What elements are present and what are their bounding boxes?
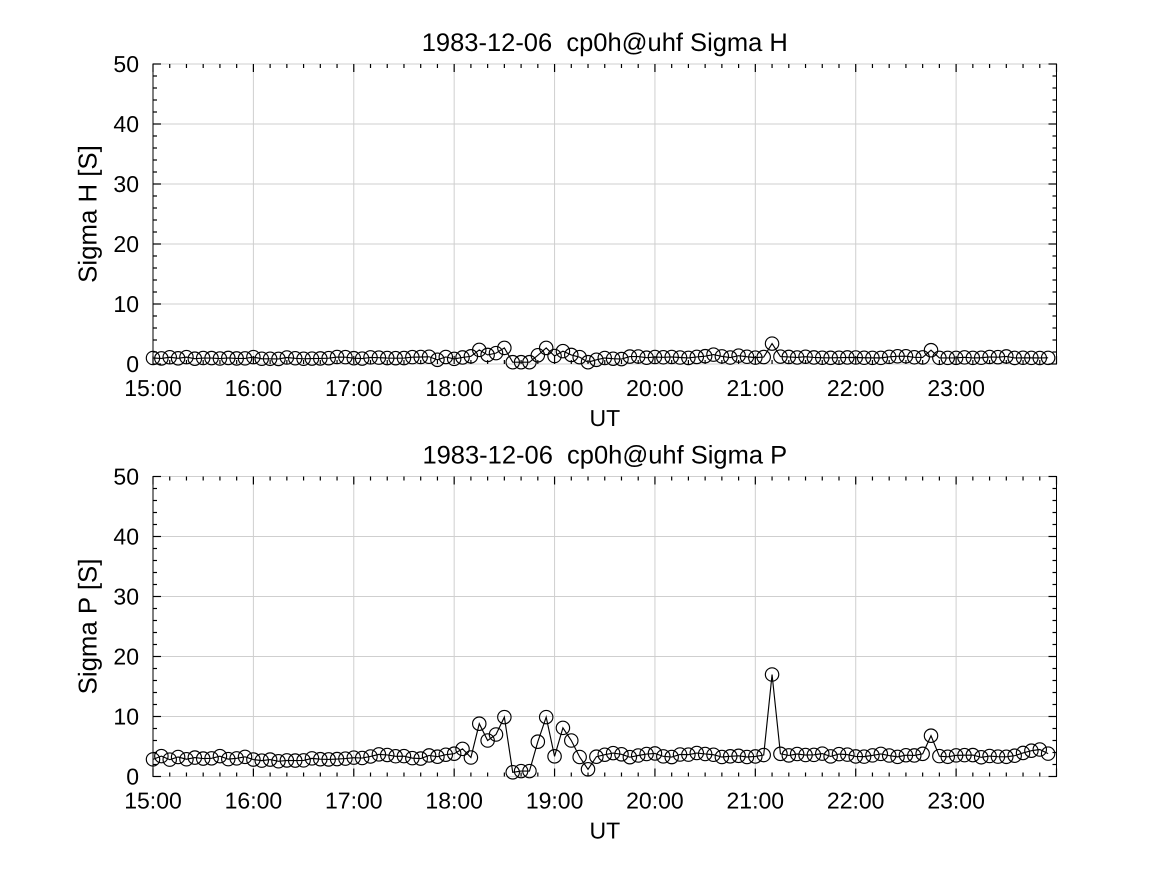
svg-text:0: 0 [126,764,139,790]
svg-text:UT: UT [589,818,620,844]
svg-text:19:00: 19:00 [526,788,584,814]
svg-text:23:00: 23:00 [927,788,985,814]
svg-text:15:00: 15:00 [124,788,182,814]
svg-text:30: 30 [113,584,139,610]
svg-text:21:00: 21:00 [727,375,785,401]
svg-text:Sigma H [S]: Sigma H [S] [75,145,103,283]
svg-text:18:00: 18:00 [425,788,483,814]
svg-text:20:00: 20:00 [626,375,684,401]
svg-text:40: 40 [113,524,139,550]
svg-text:16:00: 16:00 [225,375,283,401]
svg-text:UT: UT [589,405,620,431]
svg-text:22:00: 22:00 [827,375,885,401]
svg-text:20: 20 [113,644,139,670]
svg-text:10: 10 [113,291,139,317]
svg-text:21:00: 21:00 [727,788,785,814]
svg-text:1983-12-06 cp0h@uhf Sigma H: 1983-12-06 cp0h@uhf Sigma H [422,29,788,57]
svg-text:40: 40 [113,111,139,137]
svg-text:0: 0 [126,351,139,377]
svg-text:17:00: 17:00 [325,375,383,401]
svg-text:15:00: 15:00 [124,375,182,401]
svg-text:Sigma P [S]: Sigma P [S] [75,559,103,695]
svg-text:20: 20 [113,231,139,257]
svg-text:23:00: 23:00 [927,375,985,401]
svg-text:22:00: 22:00 [827,788,885,814]
svg-text:19:00: 19:00 [526,375,584,401]
svg-text:16:00: 16:00 [225,788,283,814]
svg-text:50: 50 [113,51,139,77]
svg-text:50: 50 [113,464,139,490]
svg-text:18:00: 18:00 [425,375,483,401]
svg-text:10: 10 [113,704,139,730]
svg-text:1983-12-06 cp0h@uhf Sigma P: 1983-12-06 cp0h@uhf Sigma P [422,442,787,470]
svg-text:17:00: 17:00 [325,788,383,814]
svg-text:30: 30 [113,171,139,197]
svg-text:20:00: 20:00 [626,788,684,814]
